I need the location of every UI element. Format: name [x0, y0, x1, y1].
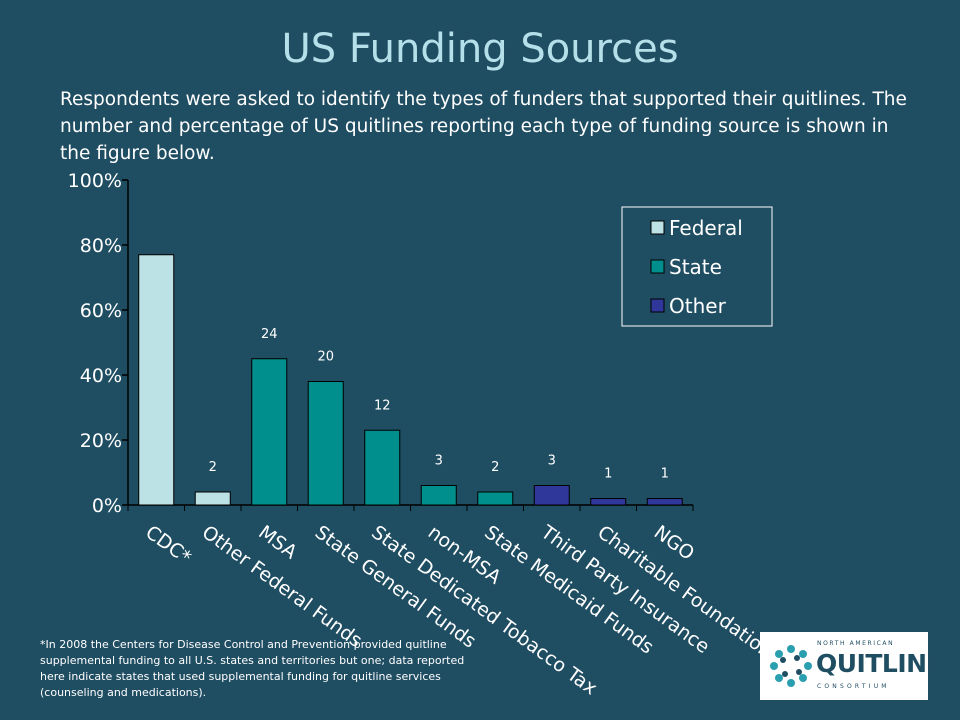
bar: [420, 485, 457, 506]
y-tick-label: 0%: [92, 495, 122, 517]
legend-swatch: [650, 259, 665, 274]
pinwheel-logo-icon: [770, 645, 812, 687]
y-tick-label: 100%: [68, 170, 122, 192]
data-label: 2: [491, 460, 499, 475]
y-tick-label: 40%: [80, 365, 122, 387]
y-tick-label: 60%: [80, 300, 122, 322]
data-label: 1: [661, 467, 669, 482]
bar: [646, 498, 683, 506]
bar: [533, 485, 570, 506]
x-category-label: CDC*: [141, 521, 195, 569]
bar: [477, 491, 514, 506]
legend-box: [621, 206, 773, 327]
logo-main-text: QUITLINE: [816, 649, 944, 678]
bar: [194, 491, 231, 506]
logo-bottom-text: CONSORTIUM: [817, 683, 890, 690]
bar: [307, 381, 344, 506]
intro-paragraph: Respondents were asked to identify the t…: [60, 89, 907, 164]
data-label: 3: [435, 454, 443, 469]
logo-top-text: NORTH AMERICAN: [817, 640, 895, 647]
bar: [138, 254, 175, 506]
data-label: 2: [209, 460, 217, 475]
legend-swatch: [650, 298, 665, 313]
legend-label: Federal: [669, 216, 743, 240]
data-label: 1: [604, 467, 612, 482]
legend-label: Other: [669, 294, 727, 318]
data-label: 12: [374, 398, 391, 413]
data-label: 3: [548, 454, 556, 469]
y-tick-label: 80%: [80, 235, 122, 257]
bar: [364, 429, 401, 506]
bar: [251, 358, 288, 506]
footnote: *In 2008 the Centers for Disease Control…: [40, 638, 465, 699]
legend-label: State: [669, 255, 722, 279]
slide-title: US Funding Sources: [281, 26, 679, 72]
data-label: 20: [317, 350, 334, 365]
legend-swatch: [650, 220, 665, 235]
y-tick-label: 20%: [80, 430, 122, 452]
bar: [590, 498, 627, 506]
data-label: 24: [261, 327, 278, 342]
quitline-logo: NORTH AMERICAN QUITLINE CONSORTIUM: [760, 632, 944, 700]
